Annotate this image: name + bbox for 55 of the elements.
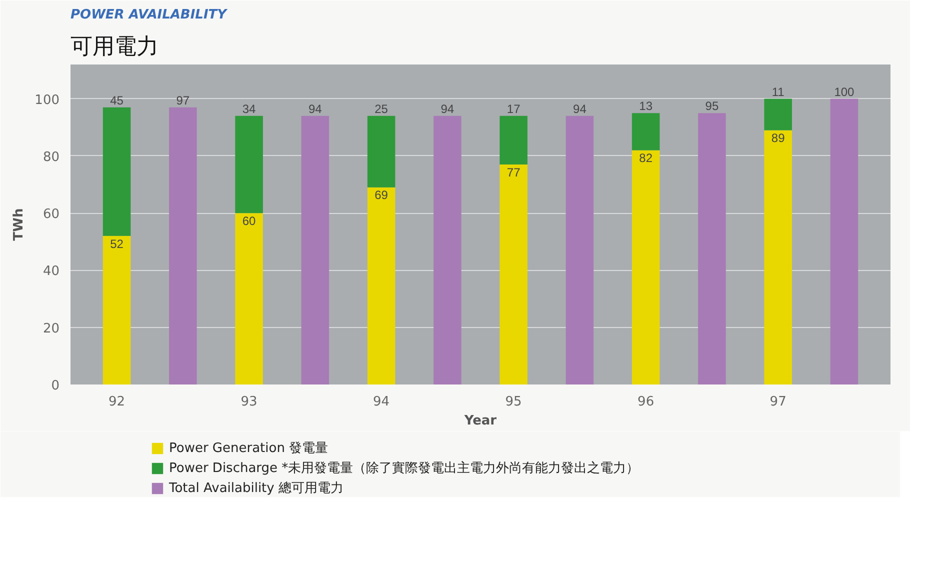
y-tick-label: 60 — [42, 207, 60, 222]
data-label: 82 — [639, 151, 653, 166]
data-label: 13 — [639, 99, 653, 114]
data-label: 95 — [705, 99, 719, 114]
bar — [102, 236, 131, 384]
data-label: 17 — [506, 102, 521, 116]
bar — [764, 98, 792, 130]
bar — [632, 150, 660, 384]
bar — [566, 116, 594, 384]
x-tick-label: 93 — [240, 394, 258, 410]
data-label: 45 — [110, 94, 124, 108]
bar — [169, 107, 197, 384]
legend-label: Power Discharge *未用發電量（除了實際發電出主電力外尚有能力發出之電力） — [169, 460, 640, 477]
bar — [764, 130, 792, 384]
bar — [830, 98, 858, 384]
chart-subtitle: 可用電力 — [70, 34, 158, 60]
y-tick-label: 0 — [51, 378, 60, 394]
data-label: 52 — [110, 236, 124, 251]
data-label: 25 — [374, 102, 388, 116]
data-label: 94 — [308, 102, 322, 116]
y-tick-label: 20 — [42, 321, 60, 336]
data-label: 97 — [176, 94, 190, 108]
data-label: 34 — [242, 102, 256, 116]
x-tick-label: 92 — [108, 394, 126, 410]
x-tick-label: 97 — [770, 394, 786, 410]
y-tick-label: 80 — [42, 150, 60, 165]
bar — [367, 187, 396, 384]
bar — [434, 116, 462, 384]
y-axis-title: TWh — [12, 208, 27, 241]
data-label: 94 — [440, 102, 454, 116]
x-axis-title: Year — [463, 414, 498, 428]
bar — [102, 107, 131, 236]
legend-label: Total Availability 總可用電力 — [169, 480, 344, 497]
x-tick-label: 96 — [638, 394, 654, 410]
bar — [698, 113, 726, 384]
bar — [500, 116, 528, 164]
x-tick-label: 94 — [373, 394, 390, 410]
data-label: 11 — [772, 84, 785, 99]
data-label: 69 — [374, 188, 388, 202]
x-tick-label: 95 — [505, 394, 522, 410]
y-tick-label: 40 — [42, 264, 60, 280]
data-label: 89 — [771, 131, 786, 146]
bar — [367, 116, 396, 188]
legend-label: Power Generation 發電量 — [169, 440, 328, 457]
data-label: 77 — [506, 165, 521, 180]
chart-title: POWER AVAILABILITY — [70, 8, 228, 22]
bar — [301, 116, 330, 384]
bar — [500, 164, 528, 384]
bar — [235, 213, 263, 384]
bar — [632, 113, 660, 150]
data-label: 60 — [242, 214, 256, 228]
bar — [235, 116, 263, 214]
data-label: 94 — [573, 102, 587, 116]
y-tick-label: 100 — [34, 92, 60, 108]
data-label: 100 — [834, 84, 855, 99]
